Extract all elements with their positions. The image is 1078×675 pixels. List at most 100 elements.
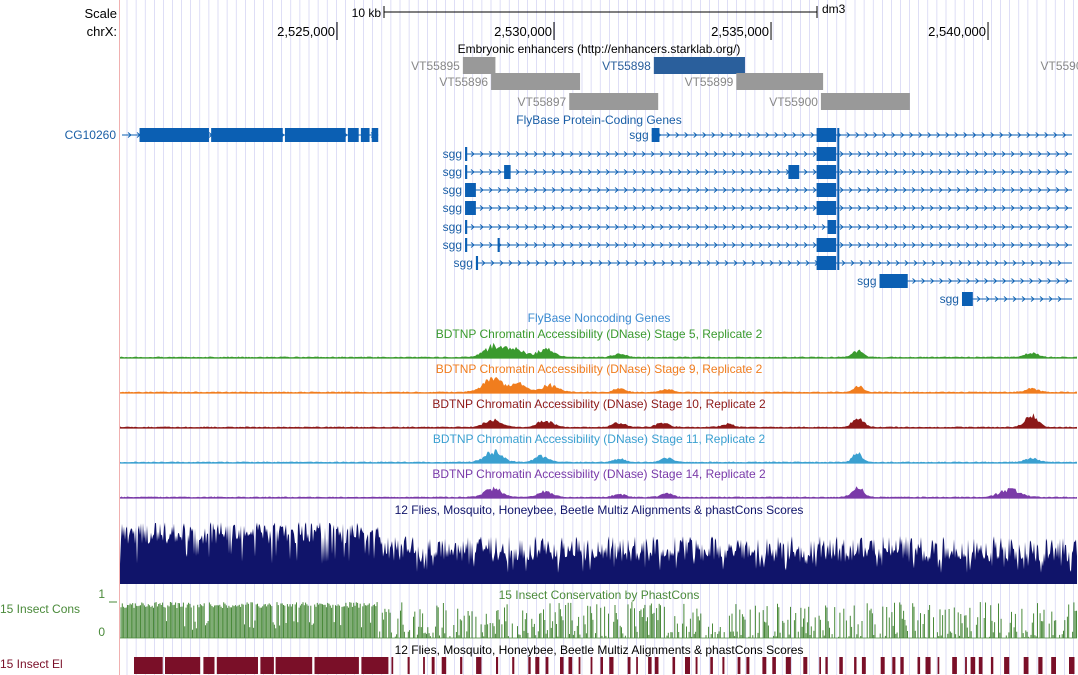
enhancer-block[interactable] <box>569 93 659 110</box>
conserved-element[interactable] <box>937 657 940 674</box>
conserved-element[interactable] <box>1038 657 1043 674</box>
gene-model[interactable]: sgg <box>443 238 1072 252</box>
multiz-track[interactable] <box>120 522 1077 584</box>
conserved-element[interactable] <box>476 657 482 674</box>
conserved-element[interactable] <box>275 657 313 674</box>
conserved-element[interactable] <box>772 657 776 674</box>
conserved-element[interactable] <box>636 657 638 674</box>
dnase-track-title[interactable]: BDTNP Chromatin Accessibility (DNase) St… <box>436 327 763 341</box>
conserved-element[interactable] <box>880 657 885 674</box>
conserved-element[interactable] <box>134 657 163 674</box>
conserved-element[interactable] <box>825 657 828 674</box>
conserved-element[interactable] <box>861 657 866 674</box>
insect-el-left-label[interactable]: 15 Insect El <box>0 657 63 671</box>
conserved-element[interactable] <box>672 657 676 674</box>
enhancer-label[interactable]: VT55898 <box>602 59 651 73</box>
enhancer-label[interactable]: VT55897 <box>518 95 567 109</box>
conserved-element[interactable] <box>965 657 967 674</box>
conserved-element[interactable] <box>819 657 821 674</box>
conserved-element[interactable] <box>600 657 604 674</box>
conserved-element[interactable] <box>407 657 410 674</box>
conserved-element[interactable] <box>560 657 564 674</box>
enhancer-label[interactable]: VT55900 <box>769 95 818 109</box>
gene-label[interactable]: sgg <box>857 274 876 288</box>
gene-model[interactable]: sgg <box>443 201 1072 215</box>
conserved-element[interactable] <box>990 657 994 674</box>
gene-label[interactable]: sgg <box>940 292 959 306</box>
conserved-element[interactable] <box>839 657 843 674</box>
enhancer-label[interactable]: VT55899 <box>685 75 734 89</box>
conserved-element[interactable] <box>361 657 389 674</box>
enhancer-block[interactable] <box>462 57 496 74</box>
conserved-element[interactable] <box>165 657 201 674</box>
dnase-tracks[interactable]: BDTNP Chromatin Accessibility (DNase) St… <box>120 327 1077 499</box>
enhancer-block[interactable] <box>736 73 824 90</box>
gene-label[interactable]: sgg <box>629 128 648 142</box>
enhancer-label[interactable]: VT55896 <box>439 75 488 89</box>
conserved-element[interactable] <box>423 657 425 674</box>
gene-model[interactable]: sgg <box>940 292 1072 306</box>
multiz-signal[interactable] <box>120 522 1077 584</box>
gene-label[interactable]: sgg <box>443 165 462 179</box>
conserved-element[interactable] <box>545 657 549 674</box>
gene-label[interactable]: sgg <box>443 147 462 161</box>
conserved-element[interactable] <box>762 657 767 674</box>
gene-label[interactable]: sgg <box>443 183 462 197</box>
conserved-element[interactable] <box>203 657 215 674</box>
dnase-track-title[interactable]: BDTNP Chromatin Accessibility (DNase) St… <box>432 467 766 481</box>
conserved-element[interactable] <box>512 657 515 674</box>
conserved-element[interactable] <box>785 657 791 674</box>
conserved-element[interactable] <box>609 657 614 674</box>
gene-model[interactable]: sgg <box>454 256 1072 270</box>
conserved-element[interactable] <box>496 657 499 674</box>
conserved-element[interactable] <box>441 657 447 674</box>
gene-label[interactable]: sgg <box>454 256 473 270</box>
conserved-element[interactable] <box>854 657 857 674</box>
conserved-element[interactable] <box>925 657 931 674</box>
conserved-element[interactable] <box>528 657 531 674</box>
gene-label[interactable]: CG10260 <box>65 128 117 142</box>
conserved-element[interactable] <box>1004 657 1010 674</box>
enhancer-block[interactable] <box>820 93 910 110</box>
dnase-track-title[interactable]: BDTNP Chromatin Accessibility (DNase) St… <box>432 397 766 411</box>
enhancer-block[interactable] <box>653 57 745 74</box>
noncoding-track-title[interactable]: FlyBase Noncoding Genes <box>528 311 671 325</box>
conserved-element[interactable] <box>970 657 976 674</box>
insect-cons-track[interactable] <box>120 602 1077 639</box>
insect-cons-left-label[interactable]: 15 Insect Cons <box>0 602 80 616</box>
conserved-element[interactable] <box>978 657 983 674</box>
conserved-element[interactable] <box>737 657 741 674</box>
conserved-element[interactable] <box>216 657 258 674</box>
dnase-track-title[interactable]: BDTNP Chromatin Accessibility (DNase) St… <box>433 432 766 446</box>
gene-label[interactable]: sgg <box>443 220 462 234</box>
gene-label[interactable]: sgg <box>443 238 462 252</box>
conserved-element[interactable] <box>431 657 435 674</box>
enhancer-label[interactable]: VT55904 <box>1040 59 1078 73</box>
conserved-element[interactable] <box>627 657 631 674</box>
conserved-element[interactable] <box>578 657 581 674</box>
conserved-element[interactable] <box>391 657 394 674</box>
conserved-element[interactable] <box>803 657 808 674</box>
conserved-element[interactable] <box>535 657 540 674</box>
gene-model[interactable]: sgg <box>629 128 1072 142</box>
conserved-element[interactable] <box>1023 657 1029 674</box>
protein-coding-track-title[interactable]: FlyBase Protein-Coding Genes <box>516 113 681 127</box>
conserved-element[interactable] <box>1051 657 1056 674</box>
gene-model[interactable]: sgg <box>857 274 1072 288</box>
conserved-element[interactable] <box>917 657 921 674</box>
conserved-element[interactable] <box>314 657 359 674</box>
conserved-element[interactable] <box>892 657 896 674</box>
conserved-element[interactable] <box>722 657 725 674</box>
conserved-element[interactable] <box>260 657 274 674</box>
gene-label[interactable]: sgg <box>443 201 462 215</box>
gene-model[interactable]: sgg <box>443 165 1072 179</box>
conserved-element[interactable] <box>590 657 593 674</box>
conserved-element[interactable] <box>746 657 750 674</box>
enhancers-track-title[interactable]: Embryonic enhancers (http://enhancers.st… <box>458 42 741 56</box>
gene-model[interactable]: sgg <box>443 147 1072 161</box>
conserved-element[interactable] <box>710 657 713 674</box>
conserved-element[interactable] <box>654 657 659 674</box>
conserved-element[interactable] <box>648 657 652 674</box>
insect-cons-track-title[interactable]: 15 Insect Conservation by PhastCons <box>499 588 700 602</box>
enhancers-track[interactable]: VT55895 VT55898 VT55904 VT55896 VT55899 VT558… <box>411 57 1078 110</box>
